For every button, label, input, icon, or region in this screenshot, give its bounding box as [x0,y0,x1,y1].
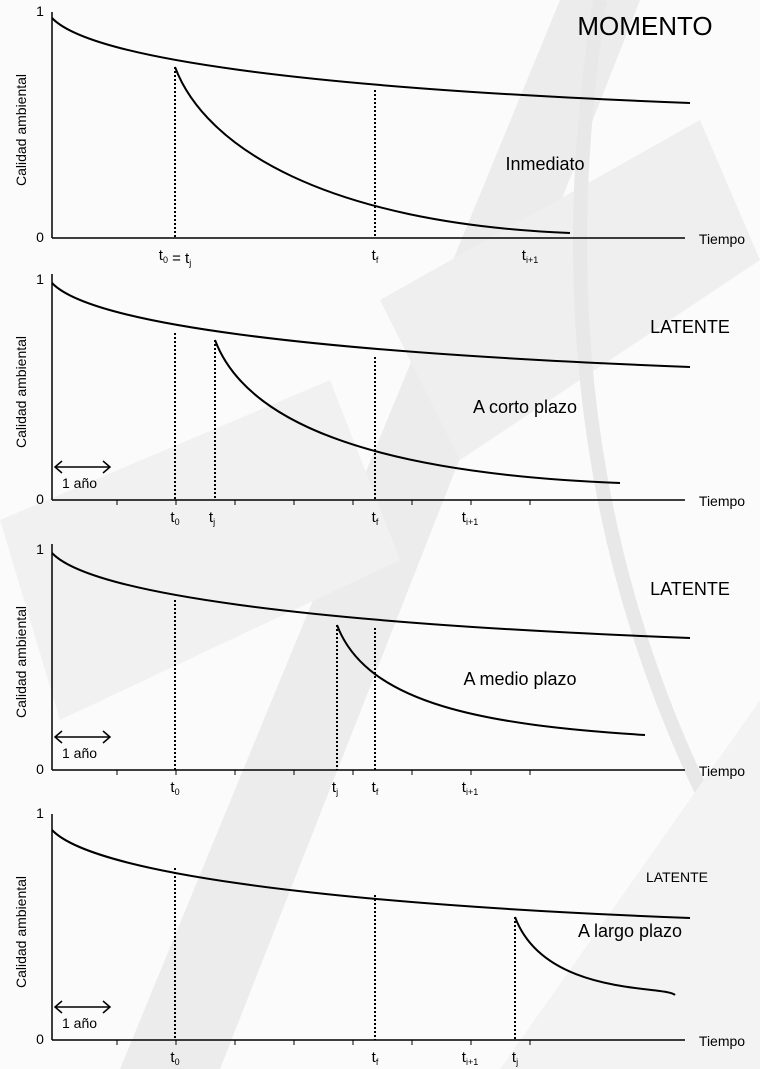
effect-label: A largo plazo [578,921,682,941]
panel: Calidad ambiental 1 0 Tiempo LATENTE A largo … [13,805,745,1067]
time-base: t [512,1049,517,1066]
panel: Calidad ambiental 1 0 Tiempo MOMENTO Inmediat… [13,3,745,268]
time-subscript: 0 [175,517,180,527]
impact-curve [174,66,571,234]
time-subscript: i+1 [526,255,538,265]
time-base: t [462,1049,467,1066]
x-axis-label: Tiempo [699,493,745,509]
time-base: = t [168,250,190,267]
effect-label: A corto plazo [473,397,577,417]
time-label: tj [332,779,338,797]
time-subscript: j [212,517,215,527]
time-label: tf [372,779,379,797]
arrow-head [53,730,112,744]
y-axis-label: Calidad ambiental [13,74,29,186]
time-base: t [159,247,164,264]
panel-title: MOMENTO [577,11,712,41]
y-min-label: 0 [36,229,44,245]
y-max-label: 1 [36,805,44,821]
time-base: t [462,509,467,526]
y-min-label: 0 [36,491,44,507]
time-label: t0 [170,1049,179,1067]
scale-label: 1 año [62,1015,97,1031]
time-label: t0 = tj [159,247,191,268]
time-subscript: 0 [175,1057,180,1067]
arrow-head [53,460,112,474]
time-base: t [372,509,377,526]
time-subscript: j [515,1057,518,1067]
impact-curve [336,624,646,736]
time-base: t [372,779,377,796]
time-label: tf [372,247,379,265]
time-subscript: f [376,255,379,265]
scale-label: 1 año [62,475,97,491]
effect-label: A medio plazo [463,669,576,689]
time-subscript: i+1 [466,787,478,797]
time-subscript: 0 [163,255,168,265]
impact-curve [514,916,676,996]
time-label: t0 [170,779,179,797]
panel: Calidad ambiental 1 0 Tiempo LATENTE A medio … [13,541,745,797]
time-label: ti+1 [462,1049,478,1067]
quality-curve [51,552,691,639]
time-subscript: i+1 [466,1057,478,1067]
time-base: t [332,779,337,796]
time-label: tf [372,509,379,527]
time-label: tj [512,1049,518,1067]
time-base: t [170,1049,175,1066]
time-base: t [170,509,175,526]
time-base: t [462,779,467,796]
panel: Calidad ambiental 1 0 Tiempo LATENTE A corto … [13,271,745,527]
time-label: ti+1 [462,779,478,797]
x-axis-label: Tiempo [699,1033,745,1049]
quality-curve [51,282,691,368]
time-label: ti+1 [522,247,538,265]
panel-title: LATENTE [650,317,730,337]
time-subscript: i+1 [466,517,478,527]
y-axis-label: Calidad ambiental [13,606,29,718]
time-label: tf [372,1049,379,1067]
time-subscript: f [376,517,379,527]
quality-curve [51,829,691,919]
time-base: t [372,247,377,264]
time-subscript: 0 [175,787,180,797]
panel-title: LATENTE [650,579,730,599]
y-min-label: 0 [36,1031,44,1047]
y-max-label: 1 [36,271,44,287]
time-label: ti+1 [462,509,478,527]
time-base: t [522,247,527,264]
y-axis-label: Calidad ambiental [13,876,29,988]
y-axis-label: Calidad ambiental [13,336,29,448]
time-base: t [170,779,175,796]
time-label: t0 [170,509,179,527]
time-base: t [372,1049,377,1066]
arrow-head [53,1000,112,1014]
time-subscript: j [188,258,191,268]
effect-label: Inmediato [505,154,584,174]
y-max-label: 1 [36,541,44,557]
impact-curve [214,339,621,484]
y-max-label: 1 [36,3,44,19]
panel-title: LATENTE [646,869,708,885]
scale-label: 1 año [62,745,97,761]
time-subscript: j [335,787,338,797]
time-subscript: f [376,787,379,797]
x-axis-label: Tiempo [699,231,745,247]
time-subscript: f [376,1057,379,1067]
time-base: t [209,509,214,526]
x-axis-label: Tiempo [699,763,745,779]
quality-curve [51,17,691,104]
y-min-label: 0 [36,761,44,777]
time-label: tj [209,509,215,527]
